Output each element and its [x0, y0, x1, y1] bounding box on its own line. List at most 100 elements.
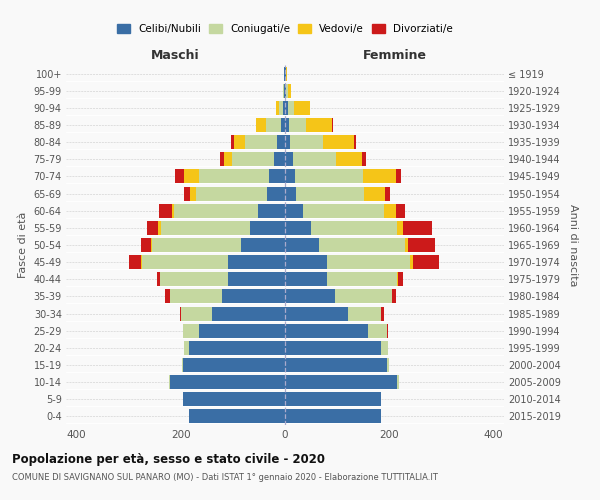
Bar — [234, 135, 245, 149]
Bar — [285, 135, 290, 149]
Bar — [311, 221, 397, 235]
Bar — [223, 290, 285, 304]
Bar — [327, 255, 410, 269]
Bar — [294, 101, 310, 115]
Bar — [285, 152, 293, 166]
Bar — [281, 118, 285, 132]
Bar — [354, 135, 356, 149]
Bar — [397, 221, 403, 235]
Bar — [290, 135, 323, 149]
Bar — [295, 170, 363, 183]
Bar — [147, 221, 158, 235]
Bar — [165, 290, 170, 304]
Bar — [285, 341, 382, 355]
Bar — [140, 238, 151, 252]
Bar — [129, 255, 140, 269]
Bar — [285, 272, 327, 286]
Bar — [285, 204, 303, 218]
Bar — [285, 392, 382, 406]
Bar — [397, 272, 398, 286]
Bar — [287, 84, 291, 98]
Y-axis label: Fasce di età: Fasce di età — [18, 212, 28, 278]
Bar — [172, 204, 175, 218]
Bar — [184, 170, 199, 183]
Bar — [196, 186, 267, 200]
Bar — [269, 170, 285, 183]
Bar — [160, 272, 227, 286]
Bar — [256, 118, 266, 132]
Bar — [152, 238, 241, 252]
Bar — [395, 204, 405, 218]
Bar — [386, 358, 389, 372]
Bar — [285, 290, 335, 304]
Bar — [182, 358, 184, 372]
Bar — [199, 324, 285, 338]
Bar — [224, 152, 232, 166]
Bar — [161, 221, 250, 235]
Bar — [386, 324, 388, 338]
Bar — [184, 324, 199, 338]
Bar — [188, 341, 285, 355]
Bar — [285, 358, 386, 372]
Bar — [274, 152, 285, 166]
Bar — [250, 221, 285, 235]
Bar — [286, 66, 287, 80]
Bar — [285, 324, 368, 338]
Bar — [170, 290, 223, 304]
Bar — [397, 375, 399, 389]
Bar — [289, 118, 306, 132]
Bar — [231, 135, 234, 149]
Bar — [190, 186, 196, 200]
Bar — [241, 238, 285, 252]
Bar — [275, 101, 279, 115]
Bar — [283, 84, 284, 98]
Bar — [159, 204, 172, 218]
Bar — [188, 410, 285, 424]
Bar — [285, 118, 289, 132]
Bar — [395, 170, 401, 183]
Bar — [306, 118, 332, 132]
Bar — [283, 101, 285, 115]
Bar — [181, 306, 212, 320]
Bar — [184, 392, 285, 406]
Bar — [175, 170, 184, 183]
Bar — [332, 118, 333, 132]
Bar — [184, 358, 285, 372]
Bar — [227, 272, 285, 286]
Bar — [285, 84, 286, 98]
Bar — [285, 410, 382, 424]
Bar — [303, 204, 384, 218]
Bar — [212, 306, 285, 320]
Bar — [184, 341, 188, 355]
Bar — [410, 255, 413, 269]
Bar — [392, 290, 396, 304]
Bar — [285, 101, 287, 115]
Bar — [175, 204, 258, 218]
Text: Popolazione per età, sesso e stato civile - 2020: Popolazione per età, sesso e stato civil… — [12, 452, 325, 466]
Bar — [285, 255, 327, 269]
Bar — [220, 152, 224, 166]
Legend: Celibi/Nubili, Coniugati/e, Vedovi/e, Divorziati/e: Celibi/Nubili, Coniugati/e, Vedovi/e, Di… — [113, 20, 457, 38]
Bar — [323, 135, 354, 149]
Bar — [170, 375, 285, 389]
Text: COMUNE DI SAVIGNANO SUL PANARO (MO) - Dati ISTAT 1° gennaio 2020 - Elaborazione : COMUNE DI SAVIGNANO SUL PANARO (MO) - Da… — [12, 472, 438, 482]
Bar — [285, 186, 296, 200]
Bar — [179, 306, 181, 320]
Bar — [199, 170, 269, 183]
Bar — [335, 152, 362, 166]
Bar — [407, 238, 434, 252]
Bar — [398, 272, 403, 286]
Bar — [287, 101, 294, 115]
Y-axis label: Anni di nascita: Anni di nascita — [568, 204, 578, 286]
Bar — [140, 255, 142, 269]
Bar — [258, 204, 285, 218]
Bar — [403, 221, 432, 235]
Bar — [266, 118, 281, 132]
Bar — [362, 152, 366, 166]
Bar — [142, 255, 227, 269]
Bar — [335, 290, 392, 304]
Bar — [285, 238, 319, 252]
Bar — [319, 238, 405, 252]
Bar — [385, 186, 391, 200]
Bar — [413, 255, 439, 269]
